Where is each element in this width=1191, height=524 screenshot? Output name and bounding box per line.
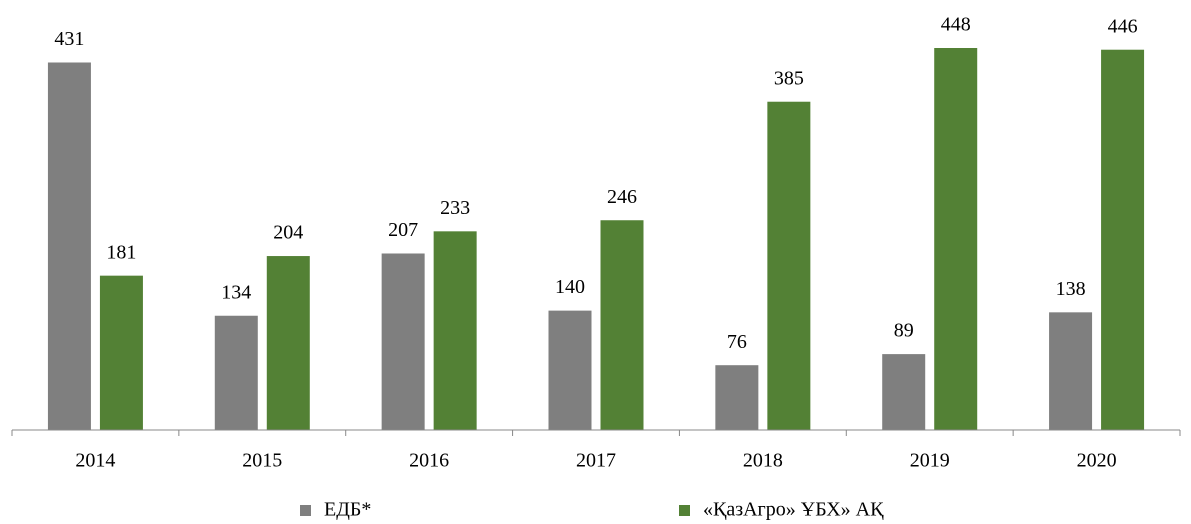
data-label: 207 — [388, 219, 418, 241]
data-label: 446 — [1108, 15, 1138, 37]
data-label: 448 — [941, 14, 971, 36]
bar — [99, 275, 143, 430]
legend-swatch — [679, 505, 690, 516]
x-tick-label: 2018 — [743, 450, 783, 472]
bar — [214, 315, 258, 430]
data-label: 134 — [221, 281, 251, 303]
bar — [548, 310, 592, 430]
bar — [266, 256, 310, 430]
bar — [767, 101, 811, 430]
data-label: 140 — [555, 276, 585, 298]
data-label: 233 — [440, 197, 470, 219]
bar — [934, 48, 978, 430]
bar — [882, 354, 926, 430]
legend-label: «ҚазАгро» ҰБХ» АҚ — [703, 499, 884, 521]
legend-swatch — [300, 505, 311, 516]
x-tick-label: 2017 — [576, 450, 616, 472]
bar — [47, 62, 91, 430]
legend-label: ЕДБ* — [324, 499, 371, 521]
x-tick-label: 2016 — [409, 450, 449, 472]
bar — [381, 253, 425, 430]
data-label: 138 — [1056, 278, 1086, 300]
x-tick-label: 2020 — [1077, 450, 1117, 472]
data-label: 431 — [54, 28, 84, 50]
x-tick-label: 2014 — [75, 450, 115, 472]
bar — [1101, 49, 1145, 431]
data-label: 89 — [894, 320, 914, 342]
x-tick-label: 2015 — [242, 450, 282, 472]
bar — [1049, 312, 1093, 430]
data-label: 204 — [273, 222, 303, 244]
data-label: 385 — [774, 67, 804, 89]
data-label: 246 — [607, 186, 637, 208]
bar — [600, 220, 644, 430]
x-tick-label: 2019 — [910, 450, 950, 472]
data-label: 181 — [106, 241, 136, 263]
bar — [433, 231, 477, 430]
bar — [715, 365, 759, 430]
data-label: 76 — [727, 331, 747, 353]
